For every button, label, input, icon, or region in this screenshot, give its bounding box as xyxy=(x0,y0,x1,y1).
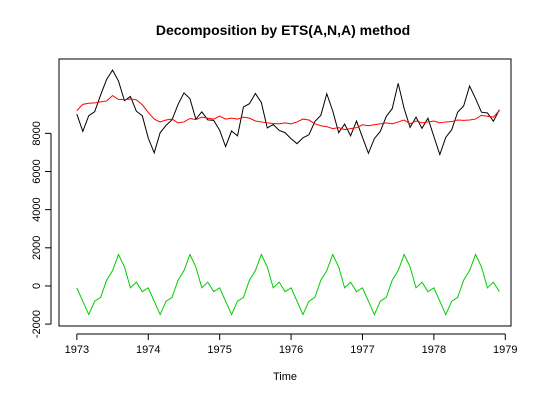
x-tick-label: 1979 xyxy=(493,344,517,356)
chart-title: Decomposition by ETS(A,N,A) method xyxy=(156,22,410,38)
series-layer xyxy=(76,69,500,316)
y-tick-label: -2000 xyxy=(31,310,43,338)
y-axis: -2000 0 2000 4000 6000 8000 xyxy=(31,121,52,338)
x-tick-label: 1977 xyxy=(350,344,374,356)
x-axis-label: Time xyxy=(273,371,297,383)
y-tick-label: 2000 xyxy=(31,236,43,260)
x-tick-label: 1976 xyxy=(279,344,303,356)
plot-frame xyxy=(58,58,512,327)
series-line-2 xyxy=(76,94,500,131)
series-line-1 xyxy=(76,69,500,157)
y-tick-label: 4000 xyxy=(31,197,43,221)
x-tick-label: 1975 xyxy=(207,344,231,356)
x-tick-label: 1973 xyxy=(65,344,89,356)
x-tick-label: 1978 xyxy=(422,344,446,356)
series-line-3 xyxy=(76,253,500,316)
y-tick-label: 0 xyxy=(31,283,43,289)
x-axis: 1973 1974 1975 1976 1977 1978 1979 xyxy=(65,333,518,356)
y-tick-label: 8000 xyxy=(31,121,43,145)
y-tick-label: 6000 xyxy=(31,159,43,183)
x-tick-label: 1974 xyxy=(136,344,160,356)
